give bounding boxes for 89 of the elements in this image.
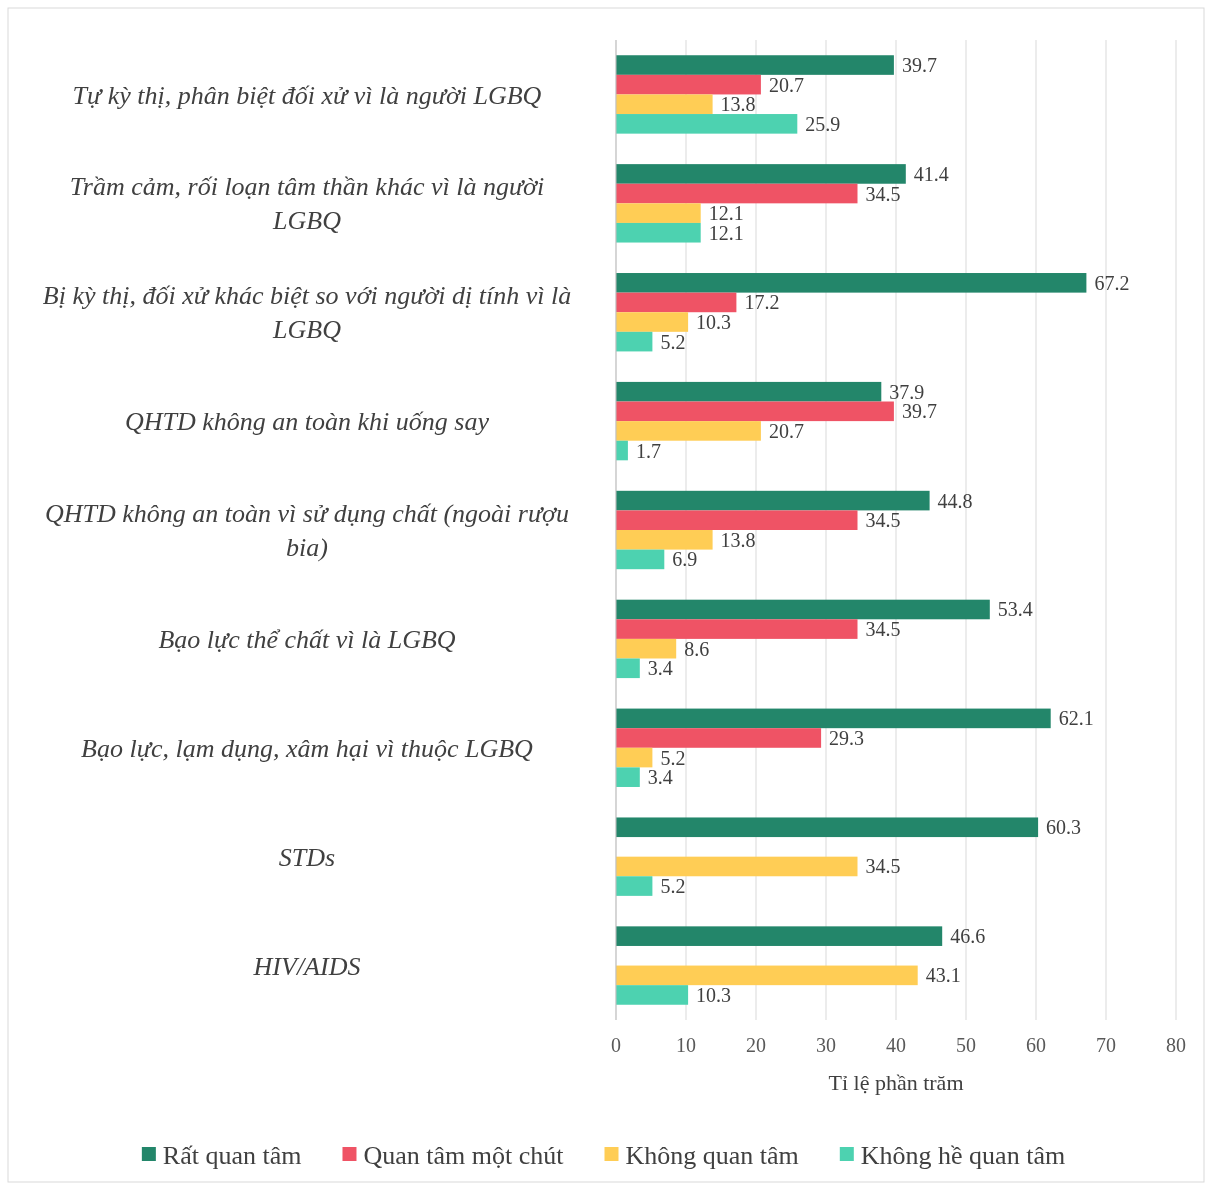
bar [616,381,882,402]
bar [616,74,761,95]
bar [616,747,653,768]
bar [616,510,858,530]
bar [616,985,689,1005]
bar [616,421,761,441]
data-label: 67.2 [1094,271,1130,294]
legend-label: Rất quan tâm [162,1141,302,1171]
y-tick-label: HIV/AIDS [252,951,361,981]
y-tick-label: QHTD không an toàn vì sử dụng chất (ngoài rượu bia) [45,499,569,563]
x-tick-label: 60 [1026,1034,1046,1056]
data-label: 34.5 [865,855,901,878]
y-tick-label: Bị kỳ thị, đối xử khác biệt so với người dị tính vì là LGBQ [42,281,572,345]
data-label: 39.7 [901,400,937,423]
y-tick-label: QHTD không an toàn khi uống say [125,407,490,437]
bar [616,728,822,748]
x-axis-title: Tỉ lệ phần trăm [828,1070,964,1095]
bar [616,203,701,223]
bar [616,876,653,896]
data-label: 17.2 [744,291,780,314]
bar [616,114,798,134]
x-tick-label: 80 [1166,1034,1186,1056]
data-label: 34.5 [865,618,901,641]
x-tick-label: 10 [676,1034,696,1056]
data-label: 13.8 [720,528,756,551]
bar [616,312,689,332]
data-label: 37.9 [889,380,925,403]
bar [616,965,918,986]
y-tick-label: Bạo lực, lạm dụng, xâm hại vì thuộc LGBQ [81,733,534,763]
bar [616,638,677,659]
bar [616,164,906,184]
x-tick-label: 50 [956,1034,976,1056]
data-label: 1.7 [635,439,661,462]
data-label: 8.6 [684,637,710,660]
data-label: 41.4 [913,162,949,185]
bar [616,331,653,352]
data-label: 62.1 [1058,707,1094,730]
bar [616,292,737,313]
data-label: 43.1 [925,964,961,987]
bar [616,599,990,620]
data-label: 5.2 [660,330,686,353]
bar [616,767,640,787]
bar [616,55,894,75]
x-tick-label: 20 [746,1034,766,1056]
bar [616,490,930,511]
data-label: 34.5 [865,182,901,205]
bar [616,658,640,679]
data-label: 3.4 [647,657,673,680]
y-tick-label: Tự kỳ thị, phân biệt đối xử vì là người LGBQ [72,80,542,110]
data-label: 29.3 [829,726,865,749]
data-label: 53.4 [997,598,1033,621]
bar [616,619,858,639]
x-tick-label: 30 [816,1034,836,1056]
data-label: 6.9 [672,548,698,571]
x-tick-label: 70 [1096,1034,1116,1056]
legend-label: Không hề quan tâm [860,1141,1066,1171]
bar [616,926,943,946]
bar [616,530,713,550]
data-label: 25.9 [805,112,841,135]
legend-label: Quan tâm một chút [363,1141,565,1171]
data-label: 39.7 [901,54,937,77]
bar [616,440,628,461]
data-label: 34.5 [865,509,901,532]
bar [616,183,858,204]
data-label: 10.3 [696,311,732,334]
x-tick-label: 0 [611,1034,621,1056]
bar [616,222,701,243]
bar [616,401,894,422]
data-label: 46.6 [950,925,986,948]
data-label: 20.7 [768,73,804,96]
data-label: 60.3 [1046,816,1082,839]
y-tick-label: STDs [278,842,336,872]
bar [616,817,1039,838]
bar [616,549,665,570]
data-label: 3.4 [647,766,673,789]
y-tick-label: Trầm cảm, rối loạn tâm thần khác vì là người LGBQ [69,172,545,236]
bar [616,273,1087,293]
bar [616,94,713,115]
y-tick-label: Bạo lực thể chất vì là LGBQ [158,624,456,654]
legend-label: Không quan tâm [625,1141,799,1171]
data-label: 44.8 [937,489,973,512]
x-tick-label: 40 [886,1034,906,1056]
data-label: 5.2 [660,875,686,898]
bar [616,708,1051,729]
data-label: 5.2 [660,746,686,769]
data-label: 13.8 [720,93,756,116]
data-label: 10.3 [696,983,732,1006]
bar [616,856,858,877]
data-label: 20.7 [768,419,804,442]
